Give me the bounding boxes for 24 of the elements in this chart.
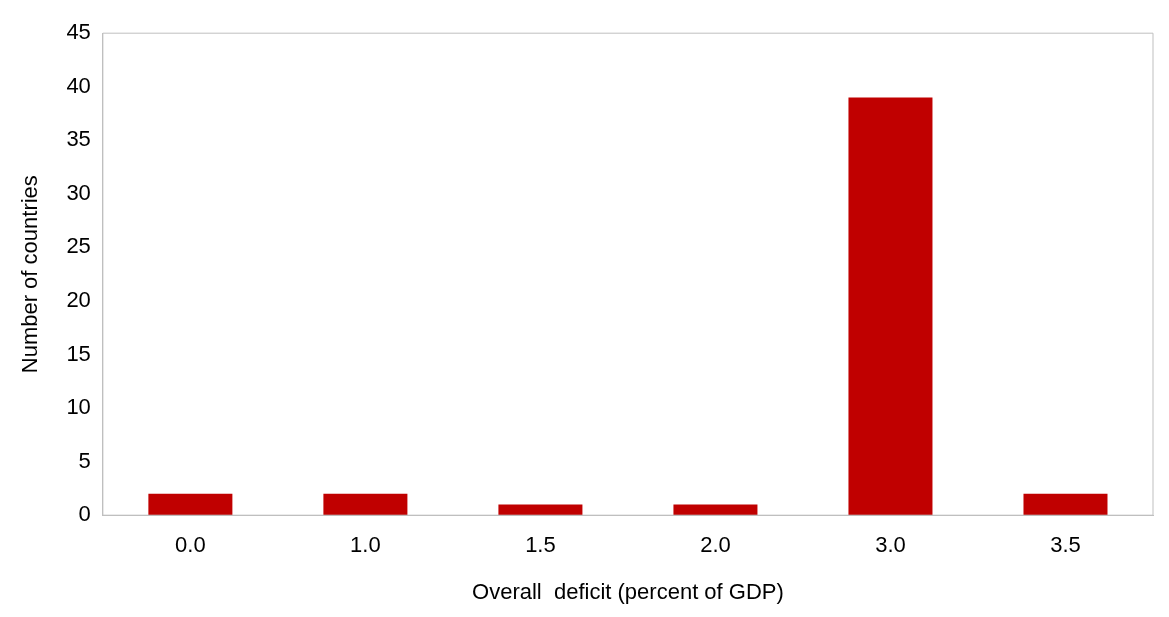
y-tick-label: 0 xyxy=(78,501,91,527)
y-tick-label: 45 xyxy=(66,19,91,45)
bar xyxy=(148,493,233,516)
x-tick-label: 3.0 xyxy=(875,532,906,558)
y-axis-title: Number of countries xyxy=(17,175,43,374)
x-axis-title: Overall deficit (percent of GDP) xyxy=(472,578,784,604)
x-tick-label: 1.5 xyxy=(525,532,556,558)
y-tick-label: 40 xyxy=(66,72,91,98)
y-tick-label: 20 xyxy=(66,287,91,313)
x-tick-label: 3.5 xyxy=(1050,532,1081,558)
y-tick-label: 25 xyxy=(66,233,91,259)
y-tick-label: 10 xyxy=(66,394,91,420)
bar xyxy=(498,504,583,516)
bar xyxy=(848,97,933,516)
x-tick-label: 0.0 xyxy=(175,532,206,558)
y-tick-label: 35 xyxy=(66,126,91,152)
y-tick-label: 5 xyxy=(78,447,91,473)
x-tick-label: 2.0 xyxy=(700,532,731,558)
y-tick-label: 15 xyxy=(66,340,91,366)
bar xyxy=(1023,493,1108,516)
y-tick-label: 30 xyxy=(66,179,91,205)
x-tick-label: 1.0 xyxy=(350,532,381,558)
bar xyxy=(673,504,758,516)
bar xyxy=(323,493,408,516)
